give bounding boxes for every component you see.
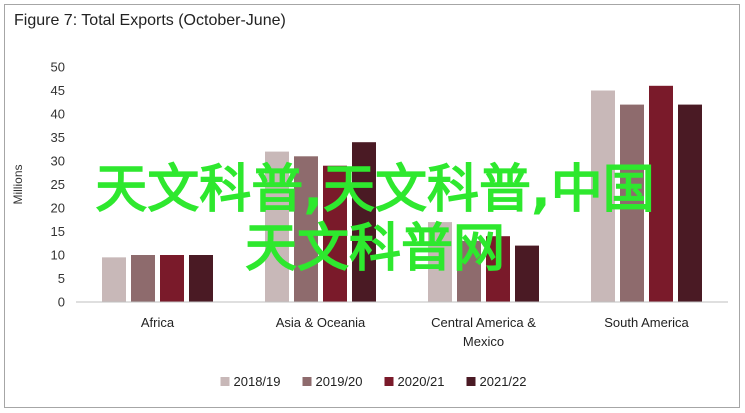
category-labels: Africa Asia & Oceania Central America & Mex… [141, 315, 690, 349]
bar-2020-21-1 [323, 165, 347, 302]
y-tick-label: 15 [51, 224, 65, 239]
bar-2019-20-0 [131, 255, 155, 302]
y-tick-label: 30 [51, 154, 65, 169]
bar-2020-21-2 [486, 236, 510, 302]
y-axis-label: Millions [11, 164, 25, 204]
watermark-line-1: 天文科普,天文科普,中国 [95, 160, 655, 220]
bars [102, 85, 702, 302]
legend-label: 2020/21 [398, 374, 445, 389]
bar-2021-22-0 [189, 255, 213, 302]
watermark: 天文科普,天文科普,中国 天文科普网 [95, 160, 655, 279]
y-tick-label: 10 [51, 248, 65, 263]
legend-swatch [466, 377, 476, 386]
category-label: Mexico [463, 334, 504, 349]
y-tick-label: 0 [58, 295, 65, 310]
bar-2019-20-2 [457, 240, 481, 302]
legend-swatch [220, 377, 230, 386]
y-tick-label: 5 [58, 271, 65, 286]
y-tick-label: 25 [51, 177, 65, 192]
legend-label: 2021/22 [480, 374, 527, 389]
category-label: Asia & Oceania [276, 315, 366, 330]
y-tick-label: 20 [51, 201, 65, 216]
bar-2021-22-3 [678, 104, 702, 302]
legend-label: 2018/19 [234, 374, 281, 389]
legend-swatch [302, 377, 312, 386]
watermark-line-2: 天文科普网 [245, 219, 505, 279]
legend: 2018/19 2019/20 2020/21 2021/22 [220, 374, 527, 389]
bar-2020-21-3 [649, 85, 673, 302]
bar-2018-19-2 [428, 222, 452, 302]
bar-2018-19-3 [591, 90, 615, 302]
bar-2018-19-1 [265, 151, 289, 302]
y-tick-label: 35 [51, 130, 65, 145]
category-label: Central America & [431, 315, 536, 330]
bar-2018-19-0 [102, 257, 126, 302]
bar-2019-20-3 [620, 104, 644, 302]
legend-label: 2019/20 [316, 374, 363, 389]
chart-title: Figure 7: Total Exports (October-June) [14, 12, 286, 29]
bar-2019-20-1 [294, 156, 318, 302]
category-label: Africa [141, 315, 175, 330]
y-axis-ticks: 0 5 10 15 20 25 30 35 40 45 50 [51, 60, 65, 310]
bar-2021-22-2 [515, 245, 539, 302]
y-tick-label: 40 [51, 107, 65, 122]
category-label: South America [604, 315, 689, 330]
legend-swatch [384, 377, 394, 386]
bar-2020-21-0 [160, 255, 184, 302]
y-tick-label: 50 [51, 60, 65, 75]
y-tick-label: 45 [51, 83, 65, 98]
bar-2021-22-1 [352, 142, 376, 302]
